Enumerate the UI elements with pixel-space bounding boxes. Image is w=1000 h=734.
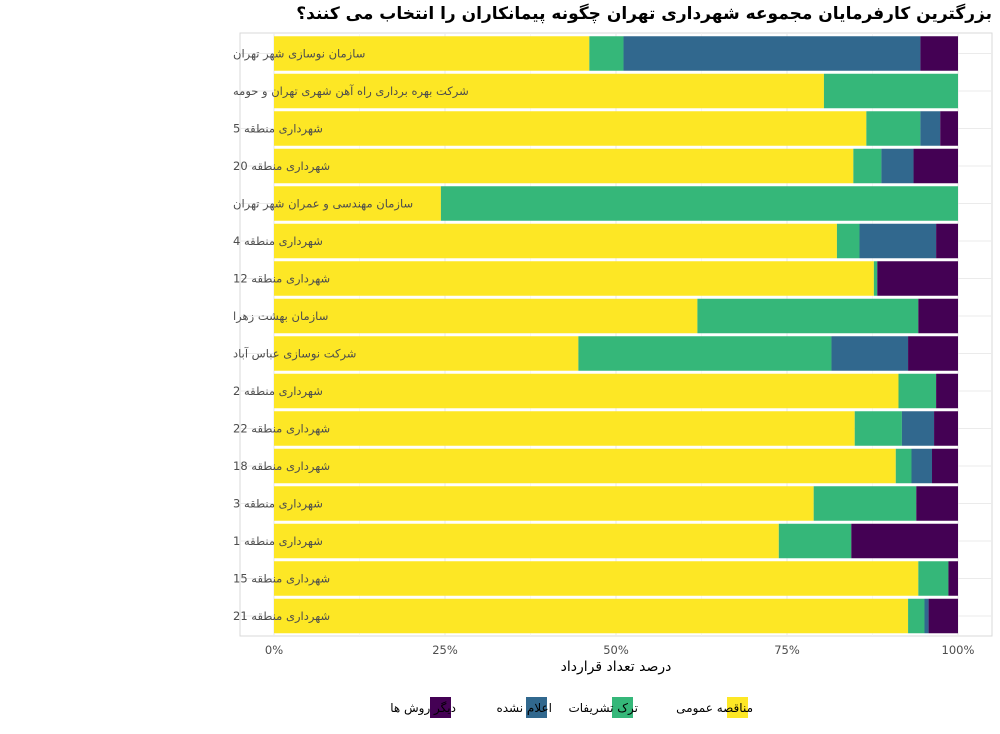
legend-label: دیگر روش ها xyxy=(390,701,456,716)
bar-segment xyxy=(948,561,958,596)
bar-segment xyxy=(589,36,624,71)
bar-segment xyxy=(778,523,852,559)
bar-segment xyxy=(274,111,867,146)
bar-segment xyxy=(823,73,958,109)
y-tick-label: شهرداری منطقه 2 xyxy=(233,384,323,399)
bar-segment xyxy=(873,261,878,296)
legend-swatch xyxy=(727,697,748,718)
bar-segment xyxy=(274,298,698,334)
bar-segment xyxy=(908,336,958,371)
bar-segment xyxy=(274,261,874,296)
bar-segment xyxy=(623,36,921,71)
bar-segment xyxy=(866,111,921,146)
legend-label: اعلام نشده xyxy=(496,701,552,715)
x-tick-label: 75% xyxy=(774,643,800,657)
bar-segment xyxy=(901,411,935,446)
bar-segment xyxy=(274,223,837,259)
bar-segment xyxy=(934,411,958,446)
bar-segment xyxy=(895,448,912,484)
bar-segment xyxy=(440,186,958,221)
y-tick-label: سازمان بهشت زهرا xyxy=(233,309,328,324)
x-tick-label: 100% xyxy=(942,643,975,657)
bar-segment xyxy=(924,598,929,634)
bar-segment xyxy=(274,186,441,221)
bar-segment xyxy=(916,486,958,521)
x-tick-label: 50% xyxy=(603,643,629,657)
legend-swatch xyxy=(612,697,633,718)
bar-segment xyxy=(274,411,855,446)
bar-segment xyxy=(936,373,958,409)
bar-segment xyxy=(932,448,958,484)
y-tick-label: شهرداری منطقه 12 xyxy=(233,272,330,287)
y-tick-label: شهرداری منطقه 1 xyxy=(233,534,323,549)
bar-segment xyxy=(918,298,958,334)
legend-label: مناقصه عمومی xyxy=(676,701,753,716)
y-tick-label: شهرداری منطقه 15 xyxy=(233,572,330,587)
bar-segment xyxy=(274,561,919,596)
x-axis-title: درصد تعداد قرارداد xyxy=(561,659,672,675)
chart-title: بزرگترین کارفرمایان مجموعه شهرداری تهران… xyxy=(296,4,992,24)
bar-segment xyxy=(908,598,925,634)
y-tick-label: سازمان نوسازی شهر تهران xyxy=(233,47,365,62)
y-tick-label: شرکت بهره برداری راه آهن شهری تهران و حو… xyxy=(233,84,469,99)
legend-swatch xyxy=(430,697,451,718)
bar-segment xyxy=(274,336,579,371)
bar-segment xyxy=(920,36,958,71)
bar-segment xyxy=(578,336,832,371)
bar-segment xyxy=(274,36,590,71)
bar-segment xyxy=(853,148,882,184)
y-tick-label: شهرداری منطقه 22 xyxy=(233,422,330,437)
bar-segment xyxy=(274,523,779,559)
bar-segment xyxy=(836,223,860,259)
bar-segment xyxy=(936,223,958,259)
bar-segment xyxy=(831,336,909,371)
bar-segment xyxy=(877,261,958,296)
bar-segment xyxy=(274,486,814,521)
legend-swatch xyxy=(526,697,547,718)
bar-segment xyxy=(911,448,933,484)
bar-segment xyxy=(881,148,914,184)
y-tick-label: شهرداری منطقه 4 xyxy=(233,234,323,249)
bar-segment xyxy=(940,111,958,146)
bar-segment xyxy=(697,298,919,334)
bar-segment xyxy=(274,373,899,409)
bar-segment xyxy=(913,148,958,184)
bar-segment xyxy=(854,411,902,446)
bar-segment xyxy=(274,148,854,184)
y-tick-label: شهرداری منطقه 20 xyxy=(233,159,330,174)
bar-segment xyxy=(813,486,917,521)
y-tick-label: سازمان مهندسی و عمران شهر تهران xyxy=(233,197,413,212)
y-tick-label: شهرداری منطقه 18 xyxy=(233,459,330,474)
x-tick-label: 0% xyxy=(265,643,283,657)
bar-segment xyxy=(898,373,937,409)
bar-segment xyxy=(274,73,824,109)
bar-segment xyxy=(851,523,958,559)
bar-segment xyxy=(859,223,937,259)
bar-segment xyxy=(928,598,958,634)
bar-segment xyxy=(918,561,949,596)
legend-label: ترک تشریفات xyxy=(568,701,638,716)
y-tick-label: شهرداری منطقه 3 xyxy=(233,497,323,512)
x-tick-label: 25% xyxy=(432,643,458,657)
y-tick-label: شهرداری منطقه 5 xyxy=(233,122,323,137)
bar-segment xyxy=(274,598,909,634)
y-tick-label: شرکت نوسازی عباس آباد xyxy=(233,347,356,362)
bar-segment xyxy=(920,111,941,146)
bar-segment xyxy=(274,448,896,484)
y-tick-label: شهرداری منطقه 21 xyxy=(233,609,330,624)
